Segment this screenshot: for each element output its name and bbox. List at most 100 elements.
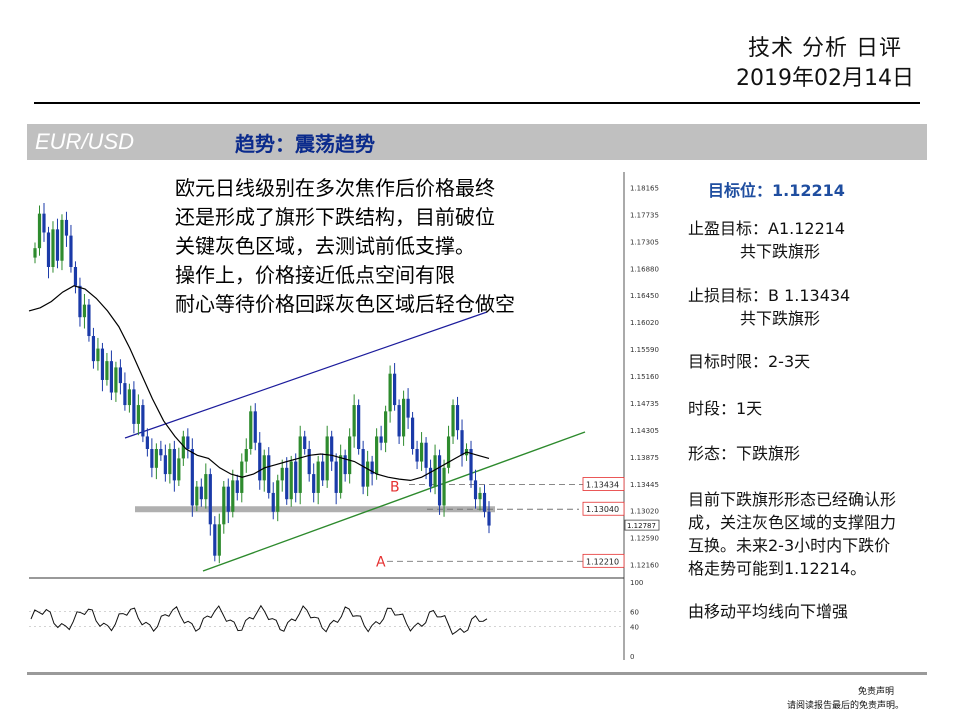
- candle-body: [303, 436, 307, 449]
- candle-body: [437, 455, 442, 506]
- candle-body: [73, 266, 78, 286]
- candle-body: [325, 436, 329, 481]
- candle-body: [375, 436, 379, 475]
- candle-body: [222, 486, 226, 525]
- candle-body: [42, 213, 46, 233]
- candle-body: [473, 480, 478, 500]
- candle-body: [204, 474, 208, 500]
- candle-body: [226, 486, 230, 512]
- candle-body: [271, 492, 275, 512]
- candle-body: [424, 442, 428, 468]
- candle-body: [330, 436, 334, 462]
- level-label: 1.13434: [586, 481, 619, 490]
- candle-body: [91, 336, 96, 362]
- candle-body: [82, 304, 87, 318]
- candle-body: [136, 405, 140, 424]
- gray-zone-band: [135, 506, 495, 513]
- price-tick-label: 1.15160: [630, 373, 659, 381]
- candle-body: [87, 304, 91, 337]
- candle-body: [348, 436, 352, 475]
- candle-body: [388, 373, 392, 412]
- candle-body: [478, 492, 482, 500]
- candle-body: [195, 486, 199, 506]
- candle-body: [181, 436, 185, 459]
- candle-body: [217, 524, 221, 556]
- candle-body: [235, 480, 239, 493]
- pattern-label: 形态：下跌旗形: [688, 444, 801, 463]
- candle-body: [114, 367, 118, 393]
- candle-body: [316, 461, 320, 493]
- oscillator-tick-label: 100: [630, 579, 643, 587]
- candle-body: [231, 480, 235, 512]
- candle-body: [145, 436, 149, 449]
- candle-body: [366, 461, 370, 487]
- candle-body: [168, 448, 172, 475]
- candle-body: [433, 455, 437, 487]
- report-date: 2019年02月14日: [736, 66, 914, 91]
- candle-body: [141, 405, 145, 437]
- candle-body: [249, 411, 253, 449]
- candle-body: [186, 436, 190, 449]
- chart-svg: 1.13434 1.13040 1.12210 B A 1.18165 1.17735 1.…: [27, 166, 668, 662]
- candle-body: [312, 474, 316, 493]
- price-tick-label: 1.12160: [630, 561, 659, 569]
- price-tick-label: 1.17305: [630, 239, 659, 247]
- footer-divider: [27, 672, 927, 675]
- take-profit-note: 共下跌旗形: [740, 242, 821, 261]
- candle-body: [469, 448, 473, 481]
- price-tick-label: 1.14305: [630, 427, 659, 435]
- analysis-desc-line: 成，关注灰色区域的支撑阻力: [688, 513, 897, 532]
- candle-body: [280, 467, 284, 481]
- candle-body: [343, 455, 347, 475]
- candle-body: [393, 373, 397, 406]
- candle-body: [123, 383, 127, 406]
- candle-body: [410, 417, 415, 449]
- candle-body: [419, 442, 424, 462]
- candle-body: [451, 405, 455, 437]
- candle-body: [150, 448, 154, 468]
- upper-channel-line: [124, 311, 488, 439]
- candle-body: [276, 480, 280, 512]
- candle-body: [208, 474, 212, 525]
- analysis-desc-line: 目前下跌旗形形态已经确认形: [688, 490, 897, 509]
- oscillator-line: [30, 604, 488, 636]
- candle-body: [307, 448, 311, 475]
- price-tick-label: 1.13875: [630, 454, 659, 462]
- candle-body: [132, 389, 136, 424]
- title-band: EUR/USD 趋势：震荡趋势: [27, 124, 927, 160]
- level-label: 1.12210: [586, 557, 619, 566]
- candle-body: [190, 448, 194, 506]
- level-label-box: [582, 553, 625, 568]
- trend-label: 趋势：震荡趋势: [235, 132, 375, 156]
- candle-body: [455, 405, 460, 431]
- stop-loss-note: 共下跌旗形: [740, 309, 821, 328]
- price-tick-label: 1.13445: [630, 481, 659, 489]
- oscillator-tick-label: 0: [630, 653, 634, 661]
- level-label-box: [582, 477, 625, 491]
- candle-body: [406, 398, 410, 418]
- currency-pair: EUR/USD: [35, 129, 135, 154]
- candle-body: [339, 455, 343, 493]
- candle-body: [361, 448, 365, 487]
- candle-body: [321, 461, 325, 481]
- candle-body: [100, 348, 105, 380]
- candle-body: [379, 436, 383, 443]
- disclaimer-text: 请阅读报告最后的免责声明。: [786, 701, 904, 711]
- disclaimer-title: 免责声明: [857, 687, 894, 697]
- candle-body: [267, 455, 271, 493]
- commentary-line: 操作上，价格接近低点空间有限: [175, 263, 455, 287]
- price-tick-label: 1.16020: [630, 319, 659, 327]
- candle-body: [401, 398, 406, 437]
- candle-body: [446, 436, 451, 468]
- candle-body: [163, 455, 167, 475]
- candle-body: [370, 461, 374, 475]
- price-tick-label: 1.15590: [630, 346, 659, 354]
- candle-body: [78, 285, 82, 318]
- annotation-a: A: [376, 554, 386, 570]
- price-tick-label: 1.16450: [630, 292, 659, 300]
- candle-body: [397, 405, 401, 437]
- level-label: 1.13040: [586, 505, 619, 514]
- candle-body: [64, 219, 69, 236]
- candle-body: [357, 405, 361, 449]
- candle-body: [460, 430, 464, 456]
